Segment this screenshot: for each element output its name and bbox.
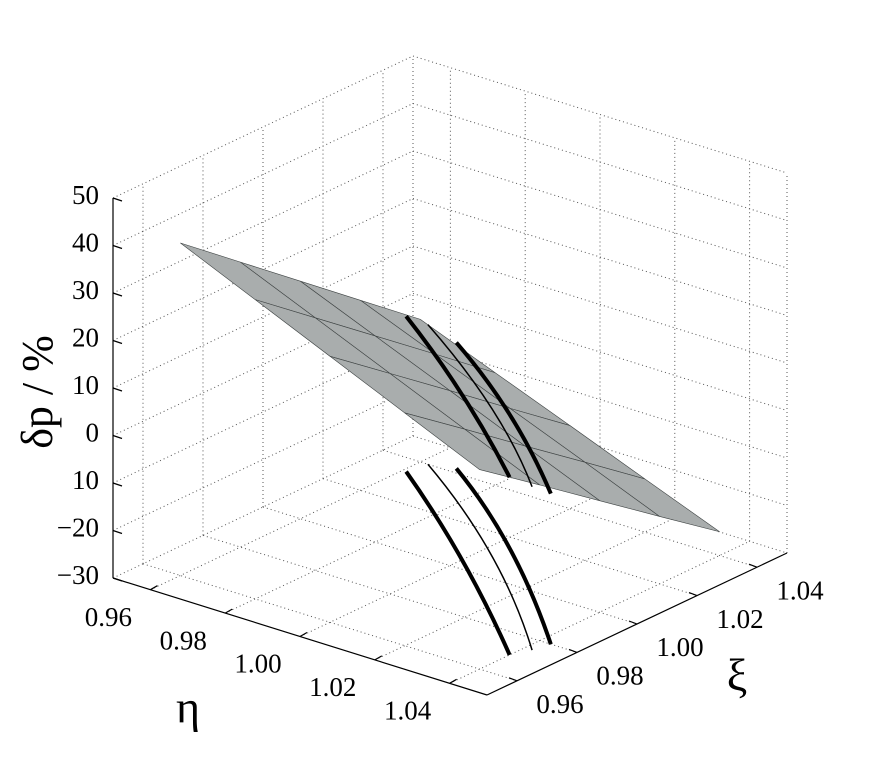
xi-tick-label: 0.98 bbox=[596, 661, 643, 691]
eta-tick-label: 1.04 bbox=[384, 696, 432, 726]
z-tick-label: 10 bbox=[72, 465, 99, 495]
tick-mark bbox=[112, 292, 123, 297]
z-tick-label: 10 bbox=[72, 370, 99, 400]
tick-mark bbox=[112, 577, 123, 582]
grid-line bbox=[449, 540, 750, 684]
tick-mark bbox=[568, 648, 578, 653]
grid-line bbox=[262, 506, 638, 625]
tick-mark bbox=[150, 585, 158, 591]
tick-mark bbox=[112, 244, 123, 250]
xi-axis-label: ξ bbox=[727, 650, 748, 701]
z-tick-label: 0 bbox=[86, 418, 100, 448]
z-axis-label: δp / % bbox=[13, 335, 62, 449]
surface-curve bbox=[427, 324, 533, 488]
tick-mark bbox=[112, 529, 123, 535]
tick-mark bbox=[628, 620, 638, 625]
grid-line bbox=[374, 517, 676, 661]
eta-tick-label: 0.98 bbox=[160, 625, 207, 655]
grid-line bbox=[142, 563, 518, 682]
grid-line bbox=[112, 245, 414, 389]
xi-tick-label: 0.96 bbox=[536, 689, 583, 719]
tick-mark bbox=[112, 434, 123, 440]
surface-curve bbox=[404, 315, 512, 479]
xi-tick-label: 1.02 bbox=[716, 604, 763, 634]
tick-mark bbox=[112, 339, 123, 345]
eta-tick-label: 1.00 bbox=[234, 649, 281, 679]
xi-tick-label: 1.04 bbox=[776, 575, 824, 605]
surface-curve bbox=[454, 341, 553, 495]
tick-mark bbox=[748, 563, 758, 568]
eta-tick-label: 1.02 bbox=[309, 672, 356, 702]
grid-line bbox=[299, 494, 601, 637]
z-tick-label: −30 bbox=[57, 560, 99, 590]
floor-curve bbox=[427, 463, 533, 651]
floor-curve bbox=[454, 467, 553, 645]
tick-mark bbox=[508, 677, 518, 682]
tick-mark bbox=[112, 387, 123, 392]
grid-line bbox=[112, 150, 414, 294]
grid-line bbox=[112, 103, 414, 246]
tick-mark bbox=[112, 197, 123, 202]
eta-axis-label: η bbox=[176, 682, 200, 733]
z-tick-label: 20 bbox=[72, 323, 99, 353]
grid-line bbox=[112, 198, 414, 341]
grid-line bbox=[112, 435, 414, 579]
tick-mark bbox=[449, 678, 457, 684]
z-tick-label: −20 bbox=[57, 513, 99, 543]
tick-mark bbox=[112, 482, 123, 487]
tick-mark bbox=[224, 608, 233, 614]
floor-curve bbox=[404, 470, 512, 656]
tick-mark bbox=[688, 592, 698, 597]
tick-mark bbox=[299, 631, 308, 638]
grid-line bbox=[150, 447, 451, 591]
z-tick-label: 40 bbox=[72, 228, 99, 258]
grid-line bbox=[112, 55, 414, 199]
z-tick-label: 30 bbox=[72, 275, 99, 305]
grid-line bbox=[112, 388, 414, 531]
grid-line bbox=[202, 534, 578, 653]
grid-line bbox=[412, 245, 788, 364]
eta-tick-label: 0.96 bbox=[85, 602, 132, 632]
tick-mark bbox=[374, 655, 383, 661]
xi-tick-label: 1.00 bbox=[656, 632, 703, 662]
z-tick-label: 50 bbox=[72, 180, 99, 210]
